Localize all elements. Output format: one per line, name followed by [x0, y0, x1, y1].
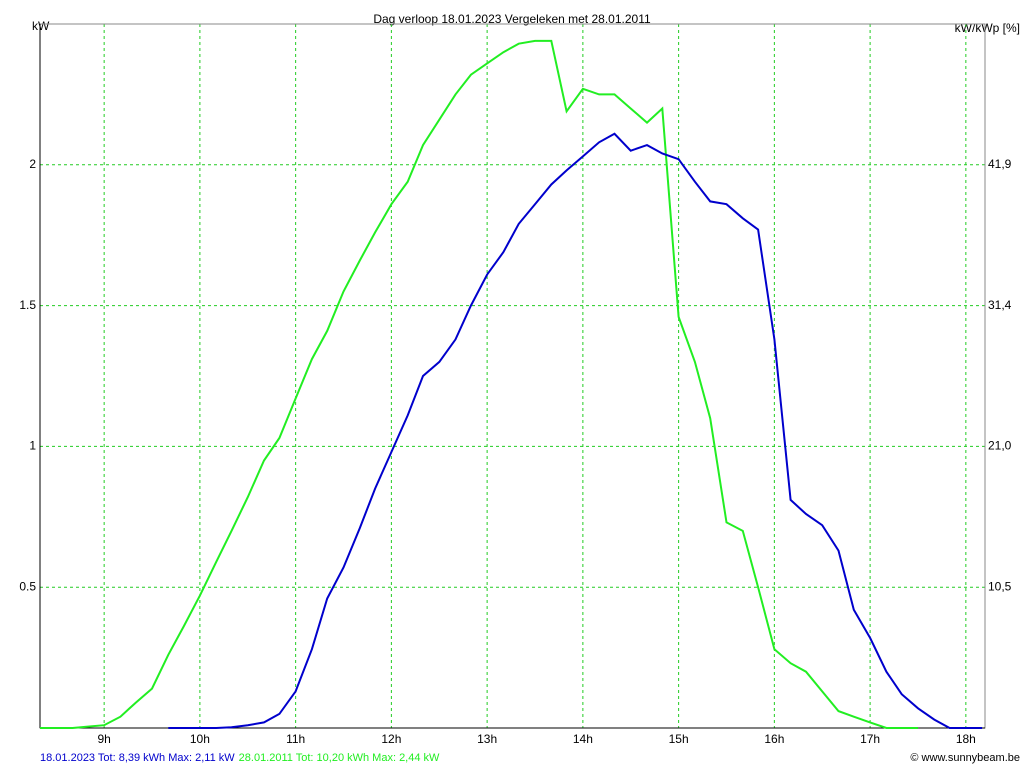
x-tick-label: 12h: [381, 732, 401, 746]
x-tick-label: 13h: [477, 732, 497, 746]
x-tick-label: 18h: [956, 732, 976, 746]
x-tick-label: 10h: [190, 732, 210, 746]
y2-tick-label: 10,5: [988, 579, 1012, 593]
credit: © www.sunnybeam.be: [910, 752, 1020, 764]
chart-title: Dag verloop 18.01.2023 Vergeleken met 28…: [373, 12, 651, 26]
legend-entry: 18.01.2023 Tot: 8,39 kWh Max: 2,11 kW: [40, 752, 235, 764]
y-tick-label: 1: [29, 439, 36, 453]
y-axis-label: kW: [32, 19, 50, 33]
x-tick-label: 15h: [669, 732, 689, 746]
series-line: [40, 39, 918, 729]
y2-tick-label: 21,0: [988, 439, 1012, 453]
x-tick-label: 16h: [764, 732, 784, 746]
x-tick-label: 14h: [573, 732, 593, 746]
y-tick-label: 2: [29, 157, 36, 171]
y2-tick-label: 41,9: [988, 157, 1012, 171]
legend-entry: 28.01.2011 Tot: 10,20 kWh Max: 2,44 kW: [239, 752, 440, 764]
y-tick-label: 1.5: [19, 298, 36, 312]
y2-tick-label: 31,4: [988, 298, 1012, 312]
series-line: [168, 132, 983, 729]
plot-frame: [39, 23, 986, 729]
y-tick-label: 0.5: [19, 579, 36, 593]
x-tick-label: 9h: [97, 732, 110, 746]
y2-axis-label: kW/kWp [%]: [955, 21, 1020, 35]
x-tick-label: 11h: [286, 732, 305, 746]
x-tick-label: 17h: [860, 732, 880, 746]
